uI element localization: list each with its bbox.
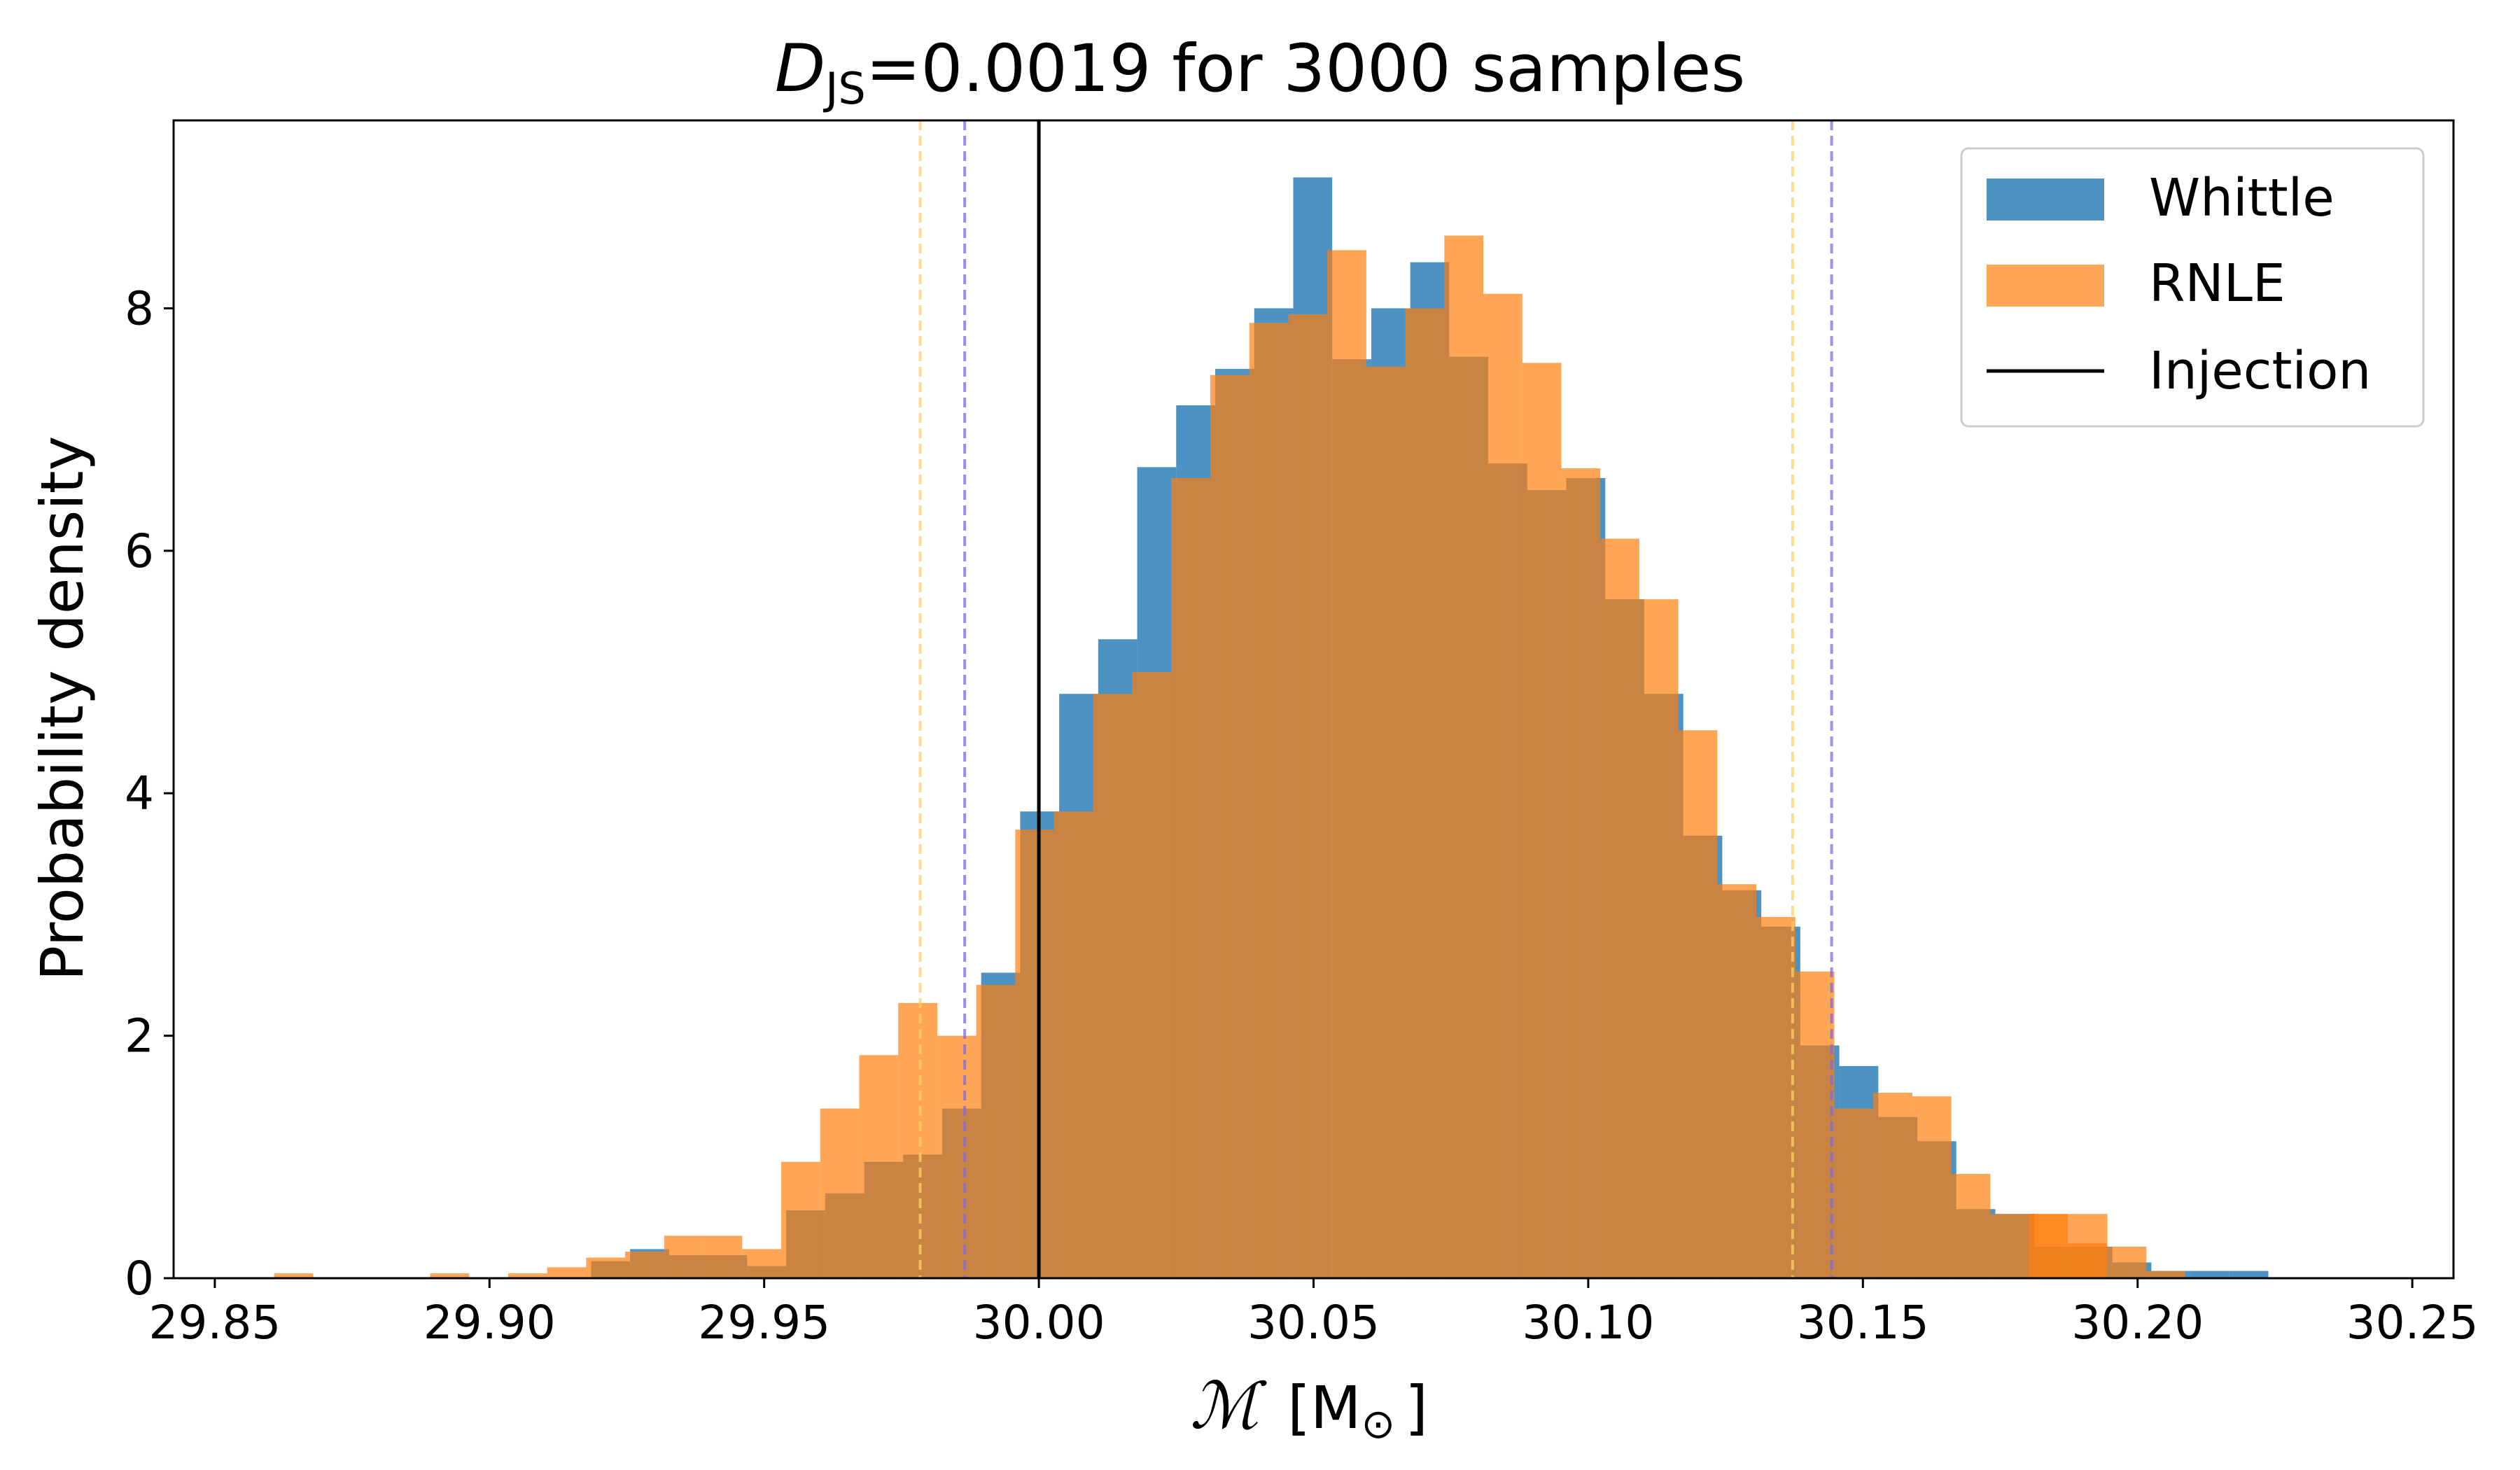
bar-rnle-12 <box>742 1249 782 1278</box>
bar-rnle-40 <box>1834 1108 1874 1278</box>
bar-rnle-extra-0 <box>2029 1214 2068 1278</box>
legend-injection-label: Injection <box>2149 341 2371 401</box>
bar-rnle-37 <box>1717 884 1757 1278</box>
bar-rnle-21 <box>1093 694 1133 1278</box>
reference-lines <box>918 120 1833 1278</box>
bar-rnle-10 <box>664 1236 704 1278</box>
bar-rnle-27 <box>1327 250 1366 1279</box>
bar-rnle-17 <box>937 1035 976 1278</box>
chart-title: DJS=0.0019 for 3000 samples <box>775 31 1746 114</box>
bar-rnle-26 <box>1288 314 1328 1278</box>
bar-rnle-48 <box>2146 1270 2186 1278</box>
x-tick-label: 29.95 <box>698 1296 830 1350</box>
x-axis-label: ℳ [M⊙] <box>1190 1368 1428 1448</box>
bar-rnle-19 <box>1015 830 1055 1278</box>
bar-rnle-32 <box>1522 363 1562 1278</box>
bar-rnle-30 <box>1444 235 1484 1278</box>
title-rest: =0.0019 for 3000 samples <box>866 31 1746 107</box>
bar-rnle-28 <box>1366 366 1406 1278</box>
title-sub: JS <box>822 63 866 114</box>
bar-rnle-16 <box>898 1002 937 1278</box>
bar-rnle-0 <box>274 1273 314 1278</box>
histogram-bars <box>274 177 2269 1279</box>
series-rnle-bars <box>274 235 2186 1279</box>
bar-rnle-24 <box>1210 374 1250 1278</box>
x-tick-label: 30.10 <box>1522 1296 1654 1350</box>
x-tick-label: 29.85 <box>148 1296 281 1350</box>
legend-rnle-patch <box>1987 265 2104 307</box>
bar-rnle-6 <box>507 1273 547 1278</box>
y-tick-label: 4 <box>125 766 154 820</box>
bar-rnle-34 <box>1600 538 1639 1278</box>
x-axis-unit-close: ] <box>1405 1373 1428 1442</box>
legend-whittle-label: Whittle <box>2149 168 2334 228</box>
x-axis-unit-sub: ⊙ <box>1361 1400 1395 1448</box>
bar-rnle-31 <box>1483 293 1522 1279</box>
bar-rnle-25 <box>1249 323 1289 1278</box>
bar-rnle-22 <box>1132 672 1172 1278</box>
bar-rnle-11 <box>703 1236 743 1278</box>
bar-rnle-43 <box>1951 1174 1991 1278</box>
bar-rnle-47 <box>2107 1246 2147 1278</box>
bar-rnle-7 <box>547 1267 587 1278</box>
bar-whittle-42 <box>2229 1270 2269 1278</box>
bar-rnle-41 <box>1873 1093 1912 1278</box>
bar-rnle-29 <box>1405 308 1445 1279</box>
x-tick-label: 30.15 <box>1797 1296 1929 1350</box>
bar-rnle-15 <box>859 1055 899 1278</box>
bar-rnle-extra-1 <box>2068 1242 2107 1278</box>
bar-rnle-13 <box>781 1161 820 1278</box>
y-tick-label: 0 <box>125 1252 154 1306</box>
bar-rnle-33 <box>1561 468 1601 1279</box>
bar-rnle-44 <box>1990 1214 2030 1278</box>
bar-rnle-23 <box>1171 477 1210 1279</box>
x-axis-ticks: 29.85 29.90 29.95 30.00 30.05 30.10 30.15 30.20… <box>148 1278 2479 1350</box>
x-tick-label: 30.25 <box>2346 1296 2479 1350</box>
bar-whittle-41 <box>2190 1270 2230 1278</box>
legend-whittle-patch <box>1987 178 2104 220</box>
x-axis-unit-open: [M <box>1287 1373 1361 1442</box>
bar-rnle-8 <box>586 1257 626 1278</box>
bar-rnle-38 <box>1756 916 1795 1278</box>
bar-rnle-18 <box>976 984 1016 1278</box>
title-main: D <box>775 31 825 107</box>
legend-rnle-label: RNLE <box>2149 253 2286 314</box>
bar-rnle-36 <box>1678 730 1718 1278</box>
y-axis-ticks: 0 2 4 6 8 <box>125 281 174 1306</box>
y-axis-label: Probability density <box>28 436 97 981</box>
bar-rnle-20 <box>1054 811 1093 1278</box>
x-axis-symbol: ℳ <box>1190 1368 1267 1443</box>
chart-legend: Whittle RNLE Injection <box>1960 147 2425 428</box>
y-tick-label: 6 <box>125 524 154 578</box>
x-tick-label: 30.20 <box>2071 1296 2204 1350</box>
bar-rnle-39 <box>1795 971 1835 1278</box>
bar-rnle-4 <box>430 1273 470 1278</box>
x-tick-label: 30.05 <box>1247 1296 1380 1350</box>
bar-rnle-35 <box>1639 599 1679 1278</box>
bar-rnle-14 <box>820 1108 860 1278</box>
bar-rnle-9 <box>625 1251 664 1278</box>
y-tick-label: 8 <box>125 281 154 335</box>
x-tick-label: 29.90 <box>424 1296 556 1350</box>
x-tick-label: 30.00 <box>973 1296 1105 1350</box>
bar-rnle-42 <box>1912 1096 1952 1278</box>
y-tick-label: 2 <box>125 1009 154 1063</box>
